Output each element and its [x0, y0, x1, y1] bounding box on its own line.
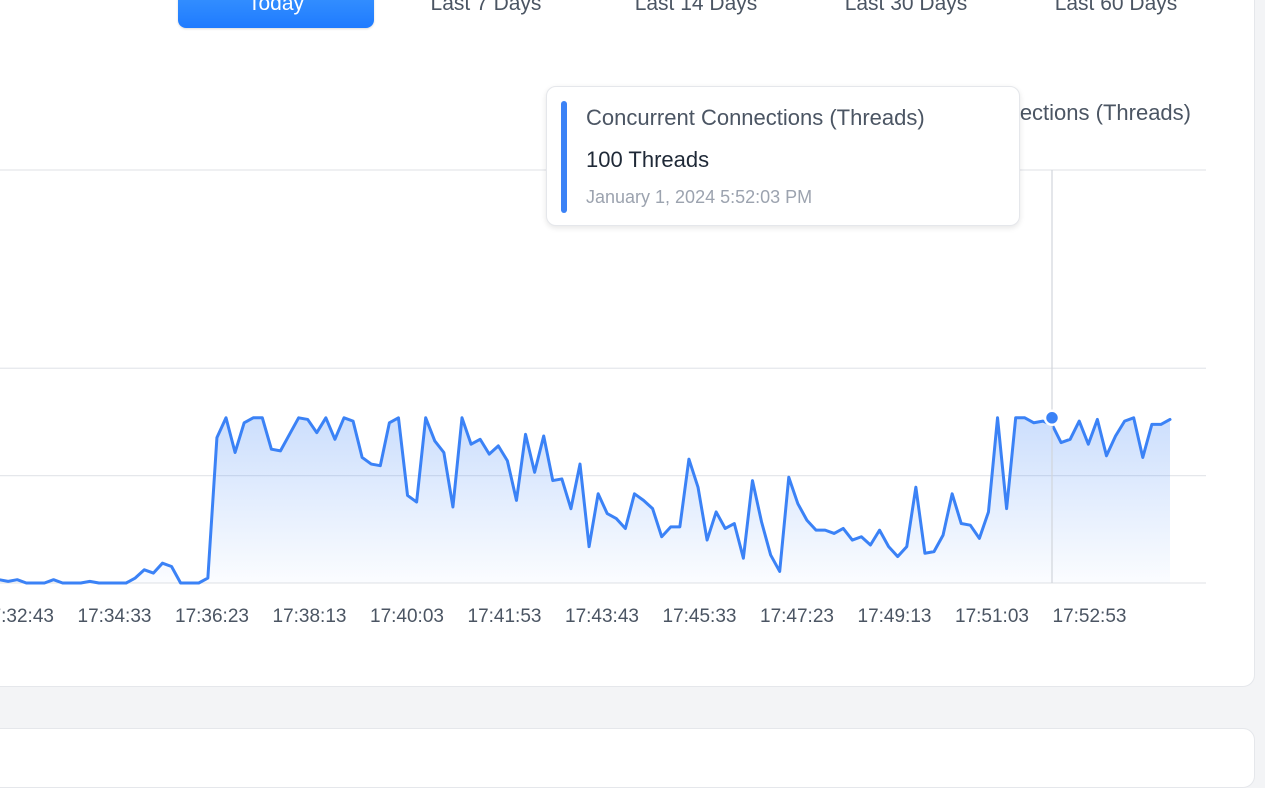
tab-last-30-days[interactable]: Last 30 Days	[844, 0, 968, 15]
x-tick-label: 17:38:13	[273, 606, 347, 627]
legend-series-name: Concurrent Connections (Threads)	[1001, 100, 1191, 125]
x-tick-label: 17:43:43	[565, 606, 639, 627]
x-tick-label: 17:40:03	[370, 606, 444, 627]
area-chart[interactable]: 17:32:43 17:34:33 17:36:23 17:38:13 17:40:03…	[0, 0, 1265, 754]
x-tick-label: 17:49:13	[858, 606, 932, 627]
x-tick-label: 17:47:23	[760, 606, 834, 627]
series-area	[0, 417, 1170, 583]
tab-last-7-days[interactable]: Last 7 Days	[430, 0, 542, 15]
x-tick-label: 17:32:43	[0, 606, 54, 627]
x-tick-label: 17:52:53	[1053, 606, 1127, 627]
tab-last-14-days[interactable]: Last 14 Days	[634, 0, 758, 15]
x-tick-label: 17:36:23	[175, 606, 249, 627]
tooltip-value: 100 Threads	[586, 147, 710, 172]
legend-label[interactable]: Concurrent Connections (Threads)	[1001, 100, 1191, 126]
tab-today[interactable]: Today	[178, 0, 374, 28]
x-tick-label: 17:51:03	[955, 606, 1029, 627]
chart-tooltip: Concurrent Connections (Threads) 100 Thr…	[546, 86, 1020, 226]
tab-last-60-days[interactable]: Last 60 Days	[1054, 0, 1178, 15]
tooltip-color-bar	[561, 101, 567, 213]
x-tick-label: 17:34:33	[78, 606, 152, 627]
tooltip-date: January 1, 2024 5:52:03 PM	[586, 187, 813, 207]
series-line	[0, 416, 1172, 585]
x-axis-ticks: 17:32:43 17:34:33 17:36:23 17:38:13 17:40:03…	[0, 606, 1126, 627]
x-tick-label: 17:41:53	[468, 606, 542, 627]
x-tick-label: 17:45:33	[663, 606, 737, 627]
tooltip-title: Concurrent Connections (Threads)	[586, 105, 925, 130]
highlight-point	[1043, 409, 1061, 427]
